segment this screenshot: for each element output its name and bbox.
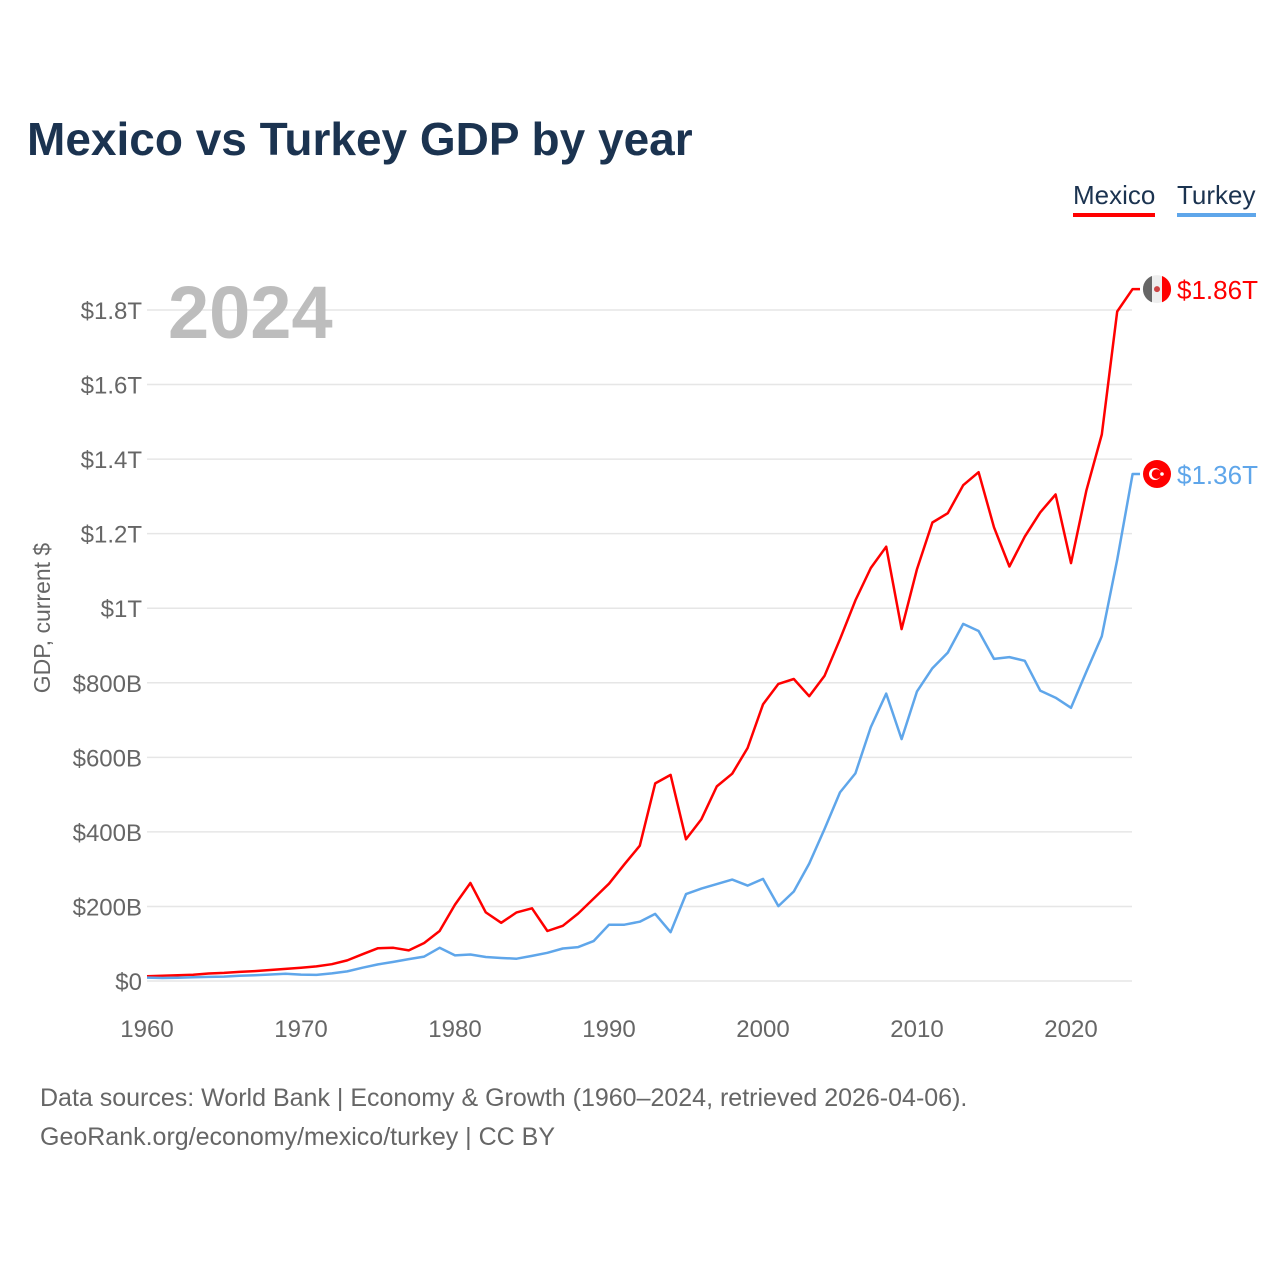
x-tick-label: 2000: [736, 1016, 789, 1043]
chart-title: Mexico vs Turkey GDP by year: [27, 113, 693, 165]
mexico-flag-icon: [1142, 275, 1172, 304]
legend-turkey[interactable]: Turkey: [1177, 180, 1256, 217]
x-tick-label: 2010: [890, 1016, 943, 1043]
y-tick-label: $1.6T: [81, 373, 143, 400]
x-tick-label: 1980: [428, 1016, 481, 1043]
y-tick-label: $200B: [73, 894, 142, 921]
flag-stripe-left: [1142, 276, 1152, 303]
series-line-turkey: [146, 472, 1140, 980]
y-tick-label: $400B: [73, 820, 142, 847]
flag-star: [1160, 472, 1164, 476]
y-tick-label: $1.4T: [81, 447, 143, 474]
footer-sources: Data sources: World Bank | Economy & Gro…: [40, 1084, 968, 1112]
x-tick-label: 1970: [274, 1016, 327, 1043]
x-tick-label: 1990: [582, 1016, 635, 1043]
y-tick-label: $1.2T: [81, 522, 143, 549]
end-value-label-mexico: $1.86T: [1177, 275, 1258, 305]
flag-stripe-right: [1162, 276, 1172, 303]
legend-mexico[interactable]: Mexico: [1073, 180, 1156, 217]
y-tick-label: $0: [115, 969, 142, 996]
year-watermark: 2024: [168, 271, 333, 354]
flag-crescent-cut: [1151, 469, 1162, 479]
turkey-flag-icon: [1143, 460, 1171, 489]
y-tick-label: $800B: [73, 671, 142, 698]
flag-emblem: [1154, 286, 1160, 293]
series-line-mexico: [146, 287, 1140, 978]
x-tick-label: 2020: [1044, 1016, 1097, 1043]
y-tick-label: $600B: [73, 745, 142, 772]
y-axis-label: GDP, current $: [29, 543, 55, 694]
footer-link[interactable]: GeoRank.org/economy/mexico/turkey | CC B…: [40, 1123, 556, 1151]
y-tick-label: $1.8T: [81, 298, 143, 325]
end-value-label-turkey: $1.36T: [1177, 460, 1258, 490]
x-tick-label: 1960: [120, 1016, 173, 1043]
y-tick-label: $1T: [101, 596, 143, 623]
